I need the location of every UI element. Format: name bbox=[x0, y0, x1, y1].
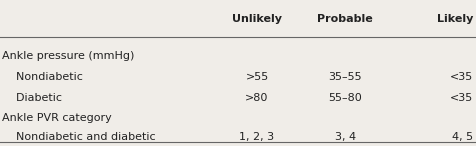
Text: 55–80: 55–80 bbox=[328, 93, 362, 103]
Text: Diabetic: Diabetic bbox=[2, 93, 62, 103]
Text: 1, 2, 3: 1, 2, 3 bbox=[239, 132, 275, 142]
Text: 3, 4: 3, 4 bbox=[335, 132, 356, 142]
Text: 4, 5: 4, 5 bbox=[453, 132, 474, 142]
Text: Likely: Likely bbox=[437, 14, 474, 24]
Text: Ankle PVR category: Ankle PVR category bbox=[2, 113, 112, 123]
Text: Nondiabetic: Nondiabetic bbox=[2, 72, 83, 82]
Text: Probable: Probable bbox=[317, 14, 373, 24]
Text: >55: >55 bbox=[246, 72, 268, 82]
Text: <35: <35 bbox=[450, 72, 474, 82]
Text: Unlikely: Unlikely bbox=[232, 14, 282, 24]
Text: 35–55: 35–55 bbox=[328, 72, 362, 82]
Text: Ankle pressure (mmHg): Ankle pressure (mmHg) bbox=[2, 51, 135, 61]
Text: <35: <35 bbox=[450, 93, 474, 103]
Text: Nondiabetic and diabetic: Nondiabetic and diabetic bbox=[2, 132, 156, 142]
Text: >80: >80 bbox=[245, 93, 269, 103]
